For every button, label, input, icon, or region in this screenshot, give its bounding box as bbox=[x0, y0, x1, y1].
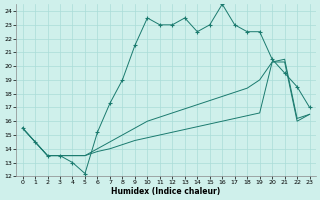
X-axis label: Humidex (Indice chaleur): Humidex (Indice chaleur) bbox=[111, 187, 221, 196]
